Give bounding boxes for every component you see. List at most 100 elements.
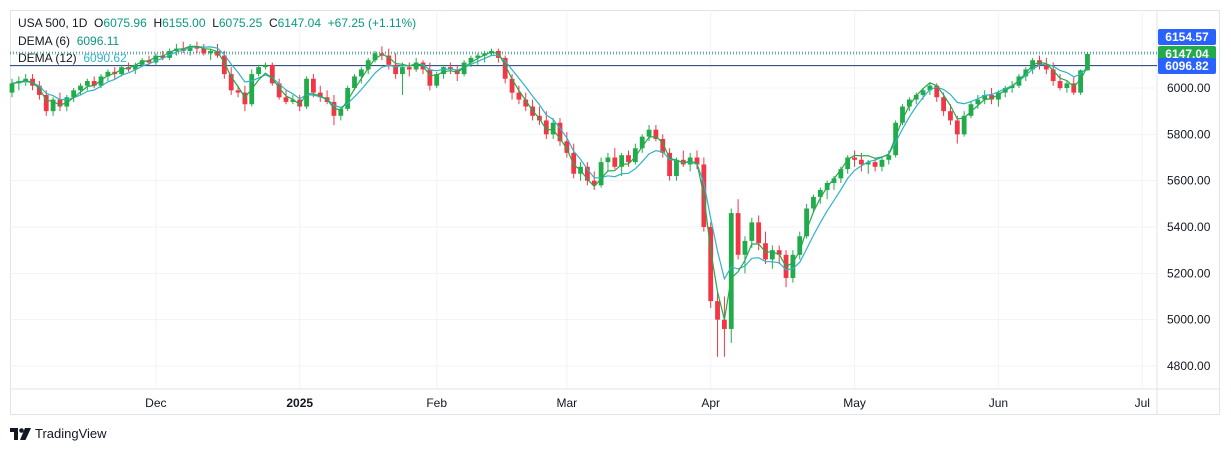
candle — [1071, 76, 1077, 95]
candle — [516, 85, 522, 105]
candle-body — [1064, 83, 1070, 88]
candle — [37, 81, 42, 100]
candle — [605, 152, 611, 172]
candle — [900, 104, 905, 126]
candle-body — [78, 85, 83, 91]
symbol-label: USA 500, 1D — [18, 16, 88, 30]
candle-body — [153, 55, 159, 63]
candle — [660, 134, 666, 158]
candle — [482, 50, 488, 63]
dema-12-legend[interactable]: DEMA (12) 6090.62 — [18, 51, 127, 66]
candle — [84, 78, 90, 91]
candle-body — [468, 57, 474, 63]
dema-6-legend[interactable]: DEMA (6) 6096.11 — [18, 34, 119, 49]
time-axis[interactable]: Dec 2025 Feb Mar Apr May Jun Jul — [145, 396, 1150, 410]
low-label: L — [212, 16, 219, 30]
candle-body — [845, 157, 851, 170]
candle-body — [975, 99, 981, 105]
candle — [352, 74, 357, 91]
price-lines — [10, 51, 1157, 67]
candle-body — [84, 81, 90, 86]
candle — [502, 55, 508, 84]
candle — [468, 55, 474, 68]
candle — [406, 62, 412, 77]
candle — [119, 64, 124, 77]
candle — [153, 53, 159, 65]
price-axis[interactable]: 6000.00 5800.00 5600.00 5400.00 5200.00 5000.… — [1167, 81, 1211, 373]
candle-body — [920, 90, 926, 95]
candle — [653, 125, 659, 142]
candle — [228, 67, 234, 95]
candle — [811, 194, 816, 214]
candle — [43, 90, 49, 116]
candle — [427, 62, 433, 91]
candle — [769, 245, 775, 269]
candle — [728, 208, 734, 343]
candle-body — [557, 122, 563, 142]
candle-body — [71, 90, 77, 98]
candle — [358, 67, 364, 84]
candle-body — [598, 162, 604, 186]
candle — [345, 85, 351, 112]
candle — [1057, 74, 1063, 91]
candle-body — [1078, 70, 1083, 93]
candle-body — [139, 60, 145, 65]
candle-body — [235, 90, 241, 93]
candle-body — [722, 319, 727, 329]
candle-body — [790, 254, 796, 278]
candle-body — [934, 85, 940, 98]
candle-body — [276, 83, 282, 98]
candle — [906, 97, 912, 112]
candle — [598, 157, 604, 188]
candle-body — [283, 97, 289, 102]
candle-body — [968, 104, 974, 116]
candle-body — [523, 99, 529, 107]
candle-body — [427, 69, 433, 86]
candle-body — [660, 138, 666, 153]
candle — [852, 150, 857, 167]
candle-body — [954, 120, 960, 135]
candle-body — [906, 99, 912, 107]
candle-body — [1043, 64, 1049, 70]
candle — [893, 120, 899, 158]
candle — [187, 43, 193, 56]
candle-body — [37, 85, 42, 95]
candle-body — [735, 213, 741, 255]
candle-body — [961, 115, 967, 135]
ohlc-legend: USA 500, 1D O6075.96 H6155.00 L6075.25 C… — [18, 16, 416, 31]
chart-frame[interactable] — [10, 10, 1220, 415]
candle — [57, 92, 63, 112]
dema-12-label: DEMA (12) — [18, 51, 77, 65]
candle-body — [550, 122, 556, 135]
candle — [448, 62, 453, 75]
candle-body — [132, 64, 138, 70]
close-label: C — [268, 16, 278, 30]
candle-body — [982, 94, 988, 100]
candle-body — [201, 48, 207, 54]
candle — [667, 148, 672, 181]
candle-body — [667, 152, 672, 177]
candle-body — [358, 69, 364, 77]
candle — [379, 46, 385, 61]
y-tick-label: 5000.00 — [1167, 313, 1211, 327]
candle-body — [304, 78, 309, 107]
high-label: H — [153, 16, 163, 30]
candle-body — [187, 46, 193, 51]
candle-body — [694, 157, 700, 165]
x-tick-label: Dec — [145, 396, 166, 410]
candle-body — [886, 155, 892, 160]
candle — [982, 90, 988, 105]
candle — [523, 92, 529, 112]
candle-body — [269, 64, 275, 84]
candle-body — [160, 55, 166, 58]
candle-body — [872, 162, 878, 167]
tradingview-brand[interactable]: TradingView — [10, 426, 107, 441]
candle — [208, 48, 214, 61]
candle — [790, 250, 796, 283]
candle-body — [317, 92, 323, 98]
candle — [256, 64, 261, 77]
candle — [167, 48, 172, 61]
candle — [975, 94, 981, 109]
x-tick-label: Jul — [1135, 396, 1150, 410]
